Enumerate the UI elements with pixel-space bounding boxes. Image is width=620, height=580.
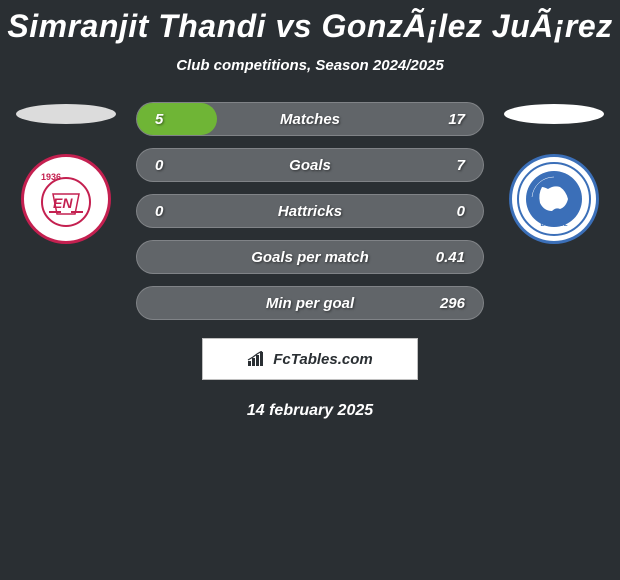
stat-value-left: 0 [155, 203, 185, 220]
stat-value-right: 0.41 [435, 249, 465, 266]
chart-icon [247, 351, 267, 367]
club-badge-right: ΕΘΝΙΚΟΣ [509, 154, 599, 244]
stat-label: Goals [289, 157, 331, 174]
stat-bar: Min per goal 296 [136, 286, 484, 320]
stats-list: 5 Matches 17 0 Goals 7 0 Hattricks 0 Goals per ma… [136, 102, 484, 320]
stat-label: Hattricks [278, 203, 342, 220]
club-logo-left-icon: 1936 EN [31, 164, 101, 234]
brand-label: FcTables.com [273, 351, 372, 368]
svg-text:EN: EN [53, 195, 73, 211]
stat-label: Matches [280, 111, 340, 128]
player-flag-right [504, 104, 604, 124]
subtitle: Club competitions, Season 2024/2025 [0, 57, 620, 74]
stat-value-right: 7 [435, 157, 465, 174]
stat-value-left: 5 [155, 111, 185, 128]
club-badge-left: 1936 EN [21, 154, 111, 244]
player-flag-left [16, 104, 116, 124]
left-column: 1936 EN [16, 102, 116, 244]
stat-label: Min per goal [266, 295, 354, 312]
stat-bar: 0 Goals 7 [136, 148, 484, 182]
stat-value-right: 296 [435, 295, 465, 312]
stat-label: Goals per match [251, 249, 369, 266]
stat-bar: Goals per match 0.41 [136, 240, 484, 274]
date-label: 14 february 2025 [0, 402, 620, 420]
club-logo-right-icon: ΕΘΝΙΚΟΣ [514, 159, 594, 239]
brand-link[interactable]: FcTables.com [202, 338, 418, 380]
svg-text:1936: 1936 [41, 172, 61, 182]
stat-bar: 0 Hattricks 0 [136, 194, 484, 228]
stat-bar: 5 Matches 17 [136, 102, 484, 136]
page-title: Simranjit Thandi vs GonzÃ¡lez JuÃ¡rez [0, 8, 620, 45]
right-column: ΕΘΝΙΚΟΣ [504, 102, 604, 244]
main-content: 1936 EN 5 Matches 17 0 Goals 7 0 Hattricks 0 Goal… [0, 102, 620, 320]
stat-value-right: 17 [435, 111, 465, 128]
stat-value-right: 0 [435, 203, 465, 220]
stat-value-left: 0 [155, 157, 185, 174]
svg-text:ΕΘΝΙΚΟΣ: ΕΘΝΙΚΟΣ [541, 222, 568, 228]
stats-card: Simranjit Thandi vs GonzÃ¡lez JuÃ¡rez Cl… [0, 0, 620, 420]
